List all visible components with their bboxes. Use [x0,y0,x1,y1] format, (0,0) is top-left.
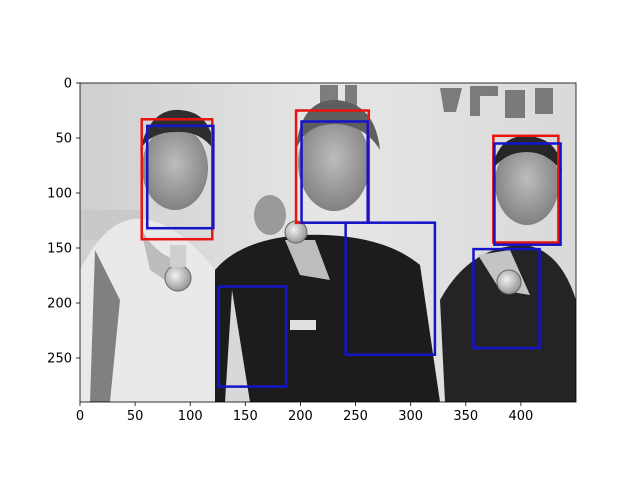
person-middle [215,100,440,402]
x-tick-label: 250 [343,409,368,424]
blue-detection-box [493,142,562,246]
y-tick-label: 50 [55,132,72,147]
axes-frame [79,82,577,403]
x-tick-label: 350 [453,409,478,424]
y-tick-label: 250 [47,352,72,367]
blue-detection-box [344,221,437,356]
y-tick-label: 100 [47,187,72,202]
x-tick-label: 150 [233,409,258,424]
x-tick-label: 50 [127,409,144,424]
x-tick-label: 100 [178,409,203,424]
blue-detection-box [300,120,369,224]
detection-boxes [140,109,562,388]
y-tick-label: 200 [47,297,72,312]
x-tick-label: 0 [76,409,84,424]
blue-detection-box [472,247,541,350]
y-tick-label: 0 [64,77,72,92]
blue-detection-box [217,285,288,388]
x-tick-label: 400 [508,409,533,424]
x-axis: 0 50 100 150 200 250 300 350 400 [76,402,533,424]
blue-detection-box [145,124,215,230]
x-tick-label: 300 [398,409,423,424]
x-tick-label: 200 [288,409,313,424]
y-tick-label: 150 [47,242,72,257]
y-axis: 0 50 100 150 200 250 [47,77,80,367]
